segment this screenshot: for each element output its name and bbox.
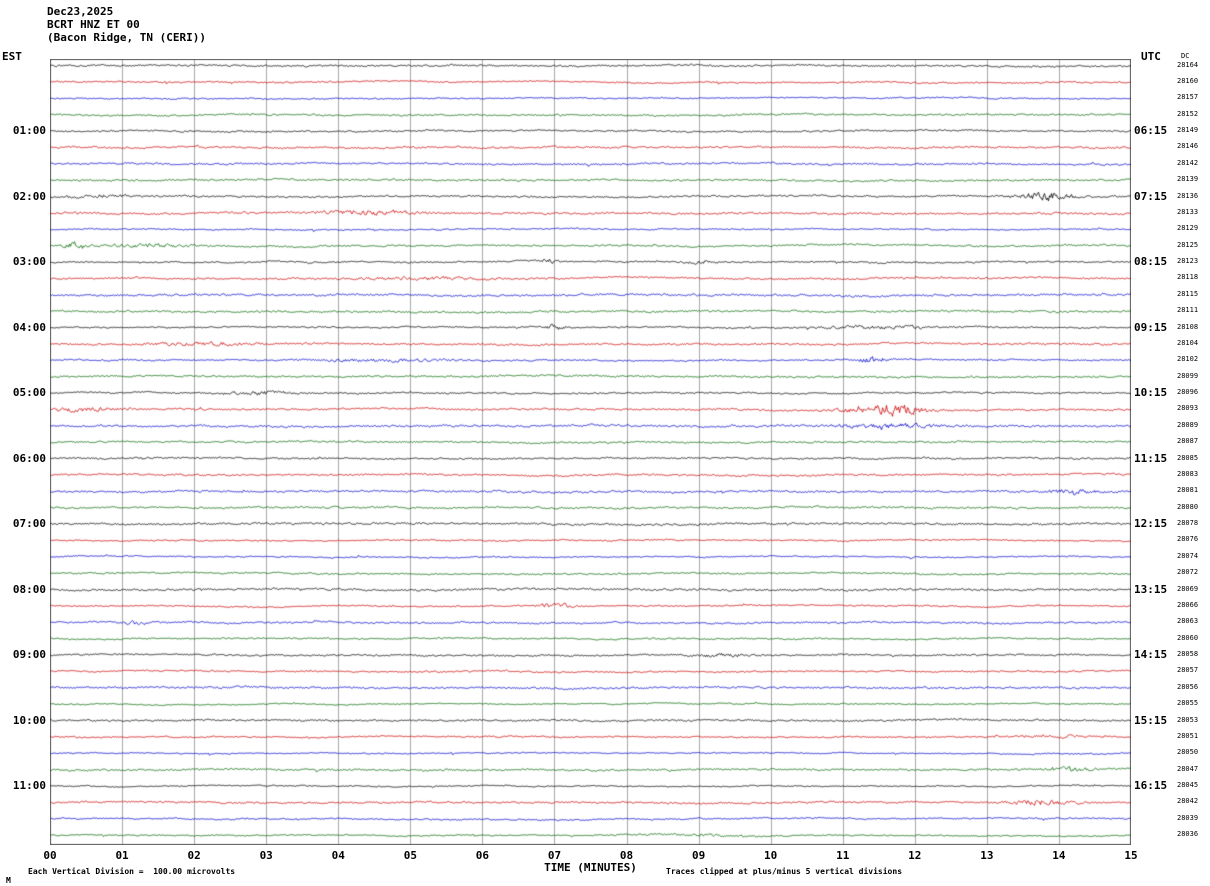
record-date: Dec23,2025 [47, 5, 114, 18]
dc-value-label: 28055 [1177, 699, 1199, 708]
dc-value-label: 28078 [1177, 519, 1199, 527]
est-hour-label: 09:00 [12, 648, 46, 662]
est-hour-label: 07:00 [12, 517, 46, 531]
dc-value-label: 28080 [1177, 502, 1199, 511]
dc-value-label: 28146 [1177, 142, 1199, 151]
est-hour-label: 04:00 [12, 320, 46, 334]
station-code: BCRT HNZ ET 00 [47, 18, 140, 31]
dc-value-label: 28039 [1177, 813, 1199, 822]
dc-value-label: 28152 [1177, 109, 1199, 118]
left-timezone-label: EST [2, 50, 22, 63]
clipping-note: Traces clipped at plus/minus 5 vertical … [666, 867, 903, 876]
dc-value-label: 28087 [1177, 437, 1199, 446]
dc-value-label: 28133 [1177, 207, 1199, 216]
dc-value-label: 28102 [1177, 355, 1199, 364]
dc-value-label: 28096 [1177, 388, 1199, 396]
dc-value-label: 28089 [1177, 420, 1199, 429]
utc-hour-label: 06:15 [1134, 124, 1168, 138]
dc-value-label: 28047 [1177, 764, 1199, 773]
dc-value-label: 28136 [1177, 191, 1199, 200]
dc-value-label: 28160 [1177, 76, 1199, 85]
x-axis-title: TIME (MINUTES) [544, 861, 637, 874]
utc-hour-label: 16:15 [1134, 779, 1168, 793]
est-hour-label: 02:00 [12, 189, 46, 203]
dc-value-label: 28164 [1177, 60, 1199, 69]
dc-value-label: 28083 [1177, 469, 1199, 478]
utc-hour-label: 15:15 [1134, 713, 1168, 727]
est-hour-label: 01:00 [12, 124, 46, 138]
utc-hour-label: 13:15 [1134, 582, 1168, 596]
dc-value-label: 28051 [1177, 731, 1199, 740]
utc-hour-label: 14:15 [1134, 648, 1168, 662]
dc-value-label: 28069 [1177, 584, 1199, 593]
utc-hour-label: 08:15 [1134, 255, 1168, 269]
helicorder-canvas [50, 59, 1131, 845]
dc-value-label: 28036 [1177, 830, 1199, 839]
dc-value-label: 28058 [1177, 650, 1199, 658]
utc-hour-label: 10:15 [1134, 386, 1168, 400]
est-hour-label: 06:00 [12, 451, 46, 465]
dc-value-label: 28076 [1177, 535, 1199, 544]
dc-value-label: 28099 [1177, 371, 1199, 380]
dc-value-label: 28050 [1177, 748, 1199, 757]
utc-hour-label: 12:15 [1134, 517, 1168, 531]
dc-value-label: 28157 [1177, 93, 1199, 102]
utc-hour-label: 11:15 [1134, 451, 1168, 465]
dc-value-label: 28108 [1177, 322, 1199, 331]
vertical-division-note: Each Vertical Division = 100.00 microvol… [28, 867, 236, 876]
dc-value-label: 28115 [1177, 289, 1199, 298]
est-hour-label: 08:00 [12, 582, 46, 596]
dc-value-label: 28060 [1177, 633, 1199, 642]
dc-value-label: 28139 [1177, 175, 1199, 184]
dc-value-label: 28072 [1177, 568, 1199, 577]
dc-value-label: 28081 [1177, 486, 1199, 495]
dc-value-label: 28045 [1177, 781, 1199, 789]
station-location: (Bacon Ridge, TN (CERI)) [47, 31, 206, 44]
dc-value-label: 28074 [1177, 551, 1199, 560]
utc-hour-label: 07:15 [1134, 189, 1168, 203]
dc-value-label: 28123 [1177, 257, 1199, 265]
dc-value-label: 28104 [1177, 338, 1199, 347]
dc-value-label: 28125 [1177, 240, 1199, 249]
dc-column-label: DC [1181, 52, 1190, 60]
right-timezone-label: UTC [1141, 50, 1161, 63]
dc-value-label: 28149 [1177, 126, 1199, 134]
est-hour-label: 03:00 [12, 255, 46, 269]
dc-value-label: 28111 [1177, 306, 1199, 315]
dc-value-label: 28085 [1177, 453, 1199, 462]
dc-value-label: 28053 [1177, 715, 1199, 724]
est-hour-label: 05:00 [12, 386, 46, 400]
dc-value-label: 28093 [1177, 404, 1199, 413]
dc-value-label: 28118 [1177, 273, 1199, 282]
dc-value-label: 28056 [1177, 682, 1199, 691]
dc-value-label: 28142 [1177, 158, 1199, 167]
plot-area [50, 59, 1131, 845]
dc-value-label: 28042 [1177, 797, 1199, 806]
est-hour-label: 11:00 [12, 779, 46, 793]
dc-value-label: 28057 [1177, 666, 1199, 675]
dc-value-label: 28066 [1177, 600, 1199, 609]
dc-value-label: 28063 [1177, 617, 1199, 626]
corner-mark: M [6, 876, 11, 885]
est-hour-label: 10:00 [12, 713, 46, 727]
utc-hour-label: 09:15 [1134, 320, 1168, 334]
dc-value-label: 28129 [1177, 224, 1199, 233]
